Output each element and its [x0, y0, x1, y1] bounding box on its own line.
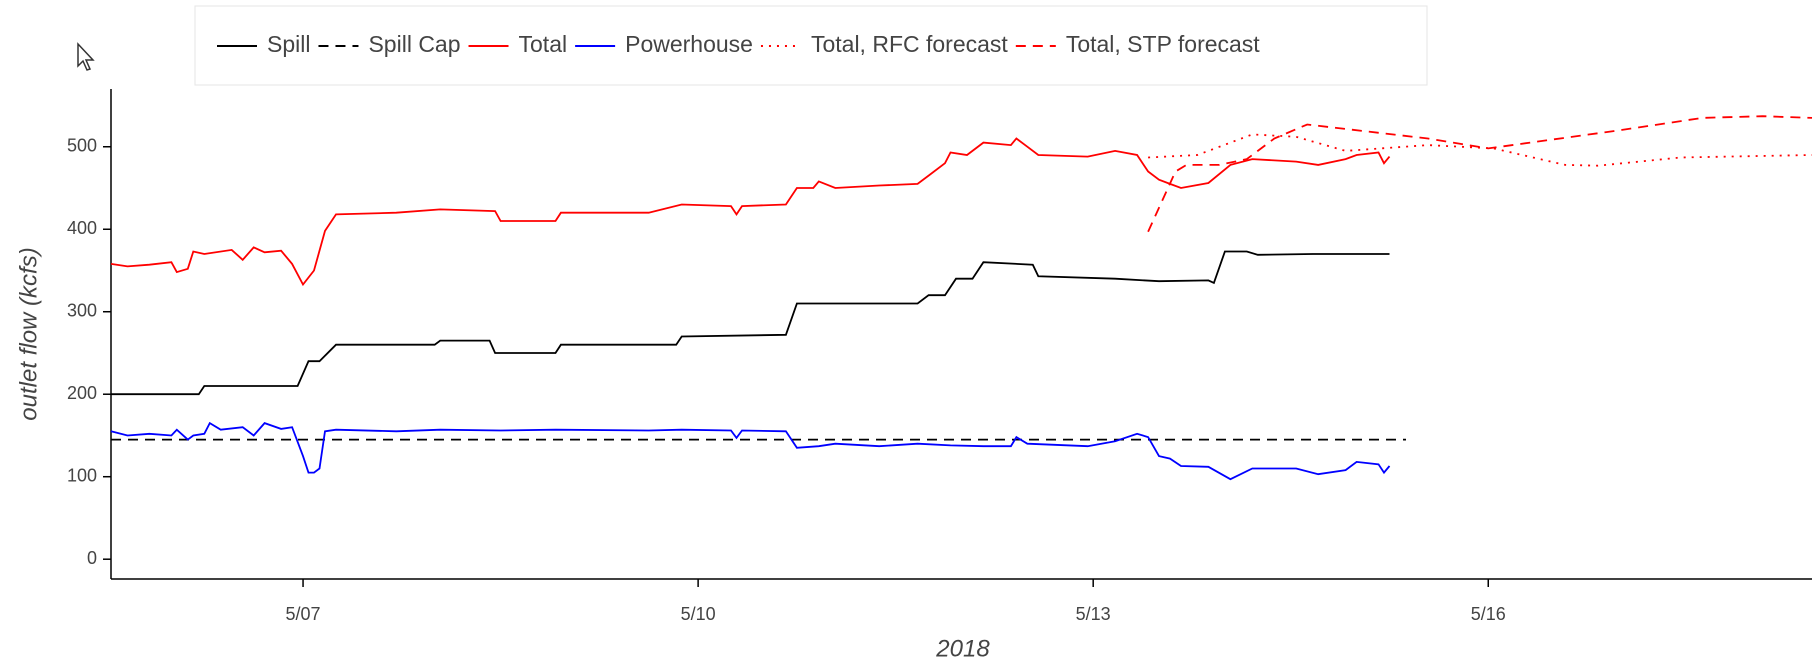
x-tick-label: 5/16	[1471, 604, 1506, 624]
legend: Spill Spill Cap Total Powerhouse Total, RFC …	[217, 31, 1260, 57]
y-tick-label: 300	[67, 300, 97, 320]
mouse-cursor	[77, 42, 95, 71]
series-line	[1148, 133, 1813, 167]
y-tick-label: 400	[67, 218, 97, 238]
legend-label: Total, RFC forecast	[811, 31, 1008, 57]
series-line	[110, 421, 1391, 481]
legend-box	[194, 5, 1428, 86]
y-tick-label: 100	[67, 465, 97, 485]
x-tick-label: 5/10	[681, 604, 716, 624]
series-line	[110, 137, 1391, 287]
y-axis-label: outlet flow (kcfs)	[15, 247, 42, 420]
series-line	[111, 250, 1390, 396]
y-tick-label: 500	[67, 135, 97, 155]
legend-label: Spill	[267, 31, 310, 57]
legend-label: Total, STP forecast	[1066, 31, 1260, 57]
y-tick-label: 200	[67, 383, 97, 403]
series-line	[1147, 115, 1813, 233]
legend-label: Powerhouse	[625, 31, 753, 57]
y-tick-label: 0	[87, 548, 97, 568]
legend-label: Total	[519, 31, 568, 57]
legend-label: Spill Cap	[368, 31, 460, 57]
x-tick-label: 5/13	[1076, 604, 1111, 624]
x-axis-label: 2018	[935, 635, 990, 662]
x-tick-label: 5/07	[286, 604, 321, 624]
